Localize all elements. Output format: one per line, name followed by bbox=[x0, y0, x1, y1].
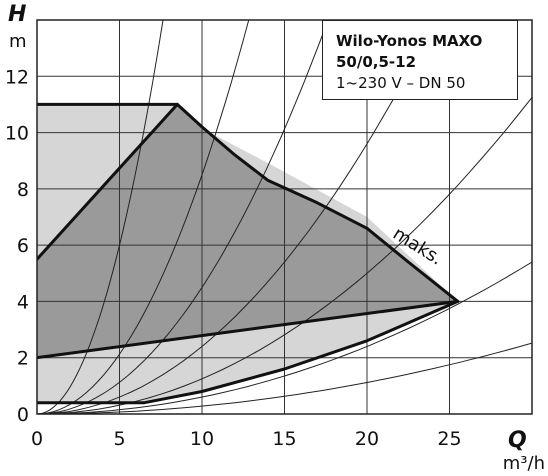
y-tick-10: 10 bbox=[5, 123, 29, 145]
control-line bbox=[37, 102, 179, 261]
legend-title: Wilo-Yonos MAXO bbox=[336, 32, 483, 50]
y-tick-4: 4 bbox=[17, 291, 29, 313]
y-tick-labels: 0 2 4 6 8 10 12 bbox=[5, 66, 29, 426]
x-tick-5: 5 bbox=[113, 428, 125, 450]
y-tick-12: 12 bbox=[5, 66, 29, 88]
system-curve-6 bbox=[37, 261, 532, 414]
max-curve bbox=[37, 102, 460, 303]
region-inner bbox=[37, 104, 458, 358]
x-tick-25: 25 bbox=[437, 428, 461, 450]
x-axis-symbol: Q bbox=[508, 428, 527, 453]
x-tick-15: 15 bbox=[272, 428, 296, 450]
y-tick-0: 0 bbox=[17, 404, 29, 426]
operating-regions bbox=[37, 104, 458, 403]
min-lower bbox=[37, 299, 460, 405]
x-axis-unit: m³/h bbox=[503, 453, 545, 474]
y-tick-8: 8 bbox=[17, 179, 29, 201]
x-tick-20: 20 bbox=[355, 428, 379, 450]
legend-spec: 1~230 V – DN 50 bbox=[336, 74, 466, 92]
y-tick-2: 2 bbox=[17, 348, 29, 370]
system-curve-7 bbox=[37, 342, 532, 414]
x-tick-10: 10 bbox=[190, 428, 214, 450]
y-tick-6: 6 bbox=[17, 235, 29, 257]
legend: Wilo-Yonos MAXO 50/0,5-12 1~230 V – DN 5… bbox=[322, 20, 518, 100]
x-tick-0: 0 bbox=[31, 428, 43, 450]
y-axis-symbol: H bbox=[8, 2, 26, 27]
plot-frame bbox=[36, 19, 533, 415]
min-upper bbox=[37, 299, 460, 360]
x-tick-labels: 0 5 10 15 20 25 bbox=[31, 428, 462, 450]
pump-curves bbox=[37, 102, 460, 405]
y-axis-unit: m bbox=[9, 31, 27, 52]
legend-model: 50/0,5-12 bbox=[336, 53, 417, 71]
system-curve-5 bbox=[37, 97, 532, 414]
